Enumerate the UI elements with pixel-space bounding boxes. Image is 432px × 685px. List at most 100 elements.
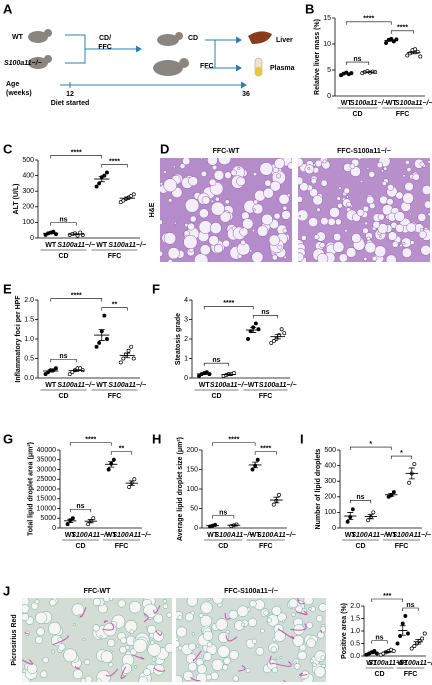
- data-point: [384, 41, 388, 45]
- micrograph: [160, 158, 292, 262]
- significance-label: ns: [76, 503, 84, 510]
- y-tick-label: 150: [186, 466, 198, 473]
- texture: [402, 192, 414, 204]
- x-tick-label: S100a11−/−: [395, 100, 432, 107]
- significance-label: ****: [223, 300, 234, 307]
- texture: [312, 194, 323, 206]
- texture: [377, 213, 385, 221]
- texture: [298, 195, 303, 203]
- texture: [99, 634, 103, 638]
- texture: [228, 609, 239, 620]
- texture: [163, 178, 178, 193]
- texture: [120, 637, 127, 644]
- x-tick-label: S100A11−/−: [71, 532, 110, 539]
- texture: [346, 201, 352, 208]
- texture: [309, 659, 314, 664]
- significance-bracket: [349, 499, 372, 504]
- x-tick-label: WT: [199, 382, 211, 389]
- texture: [298, 209, 309, 222]
- y-axis-label: Relative liver mass (%): [314, 19, 321, 95]
- group-label: FFC: [259, 543, 273, 550]
- data-point: [121, 356, 126, 361]
- significance-bracket: [390, 455, 413, 460]
- texture: [74, 666, 80, 670]
- texture: [164, 643, 172, 654]
- texture: [364, 221, 368, 226]
- texture: [163, 232, 177, 245]
- texture: [222, 239, 230, 248]
- x-tick-label: WT: [106, 532, 118, 539]
- texture: [296, 610, 308, 616]
- texture: [356, 208, 365, 217]
- data-point: [269, 340, 274, 345]
- texture: [404, 160, 410, 165]
- texture: [281, 210, 291, 220]
- significance-label: ****: [260, 446, 271, 453]
- y-axis-label: Number of lipid droplets: [315, 448, 322, 529]
- texture: [222, 664, 229, 671]
- data-point: [118, 360, 123, 365]
- y-tick-label: 5000: [40, 515, 56, 522]
- texture: [418, 230, 427, 239]
- texture: [294, 663, 301, 670]
- texture: [155, 630, 163, 636]
- error-bar: [209, 524, 216, 527]
- error-bar: [250, 327, 257, 333]
- texture: [309, 188, 319, 198]
- texture: [133, 638, 148, 653]
- texture: [51, 649, 55, 654]
- texture: [225, 629, 230, 635]
- error-bar: [108, 461, 115, 468]
- texture: [209, 222, 222, 234]
- texture: [315, 615, 323, 623]
- texture: [399, 243, 403, 248]
- significance-label: ns: [219, 509, 227, 516]
- y-tick-label: 0: [332, 525, 336, 532]
- significance-bracket: [69, 508, 92, 513]
- texture: [381, 180, 387, 186]
- texture: [333, 232, 342, 242]
- x-tick-label: WT: [341, 100, 353, 107]
- texture: [82, 638, 86, 642]
- texture: [176, 626, 188, 638]
- error-bar: [408, 467, 415, 480]
- texture: [395, 223, 405, 233]
- y-tick-label: 100: [22, 219, 34, 226]
- y-tick-label: 40000: [37, 447, 57, 454]
- data-point: [97, 181, 102, 186]
- texture: [125, 645, 130, 650]
- y-tick-label: 15: [323, 15, 331, 22]
- texture: [232, 675, 239, 682]
- texture: [316, 253, 329, 262]
- y-axis-label: Average lipid droplet size (μm²): [177, 437, 184, 541]
- texture: [427, 160, 430, 164]
- texture: [128, 601, 142, 614]
- group-label: CD: [352, 111, 362, 118]
- texture: [359, 180, 364, 184]
- texture: [379, 235, 382, 238]
- group-label: FFC: [404, 671, 418, 678]
- texture: [200, 158, 203, 160]
- significance-bracket: [345, 61, 370, 66]
- texture: [183, 234, 198, 250]
- error-bar: [128, 480, 135, 486]
- x-tick-label: S100a11−/−: [259, 382, 297, 389]
- texture: [320, 655, 326, 661]
- data-point: [345, 519, 350, 524]
- texture: [92, 624, 100, 632]
- image-title: FFC-WT: [213, 148, 241, 155]
- data-point: [106, 467, 111, 472]
- texture: [92, 598, 101, 607]
- axis-label: (weeks): [6, 90, 32, 97]
- y-axis-label: Inflammatory foci per HPF: [15, 295, 22, 383]
- texture: [318, 603, 326, 612]
- texture: [283, 255, 287, 259]
- texture: [103, 620, 109, 623]
- texture: [143, 612, 149, 623]
- texture: [388, 220, 391, 223]
- y-tick-label: 200: [186, 447, 198, 454]
- significance-bracket: [101, 164, 128, 168]
- data-point: [413, 47, 417, 52]
- y-tick-label: 25000: [37, 476, 57, 483]
- texture: [424, 200, 430, 209]
